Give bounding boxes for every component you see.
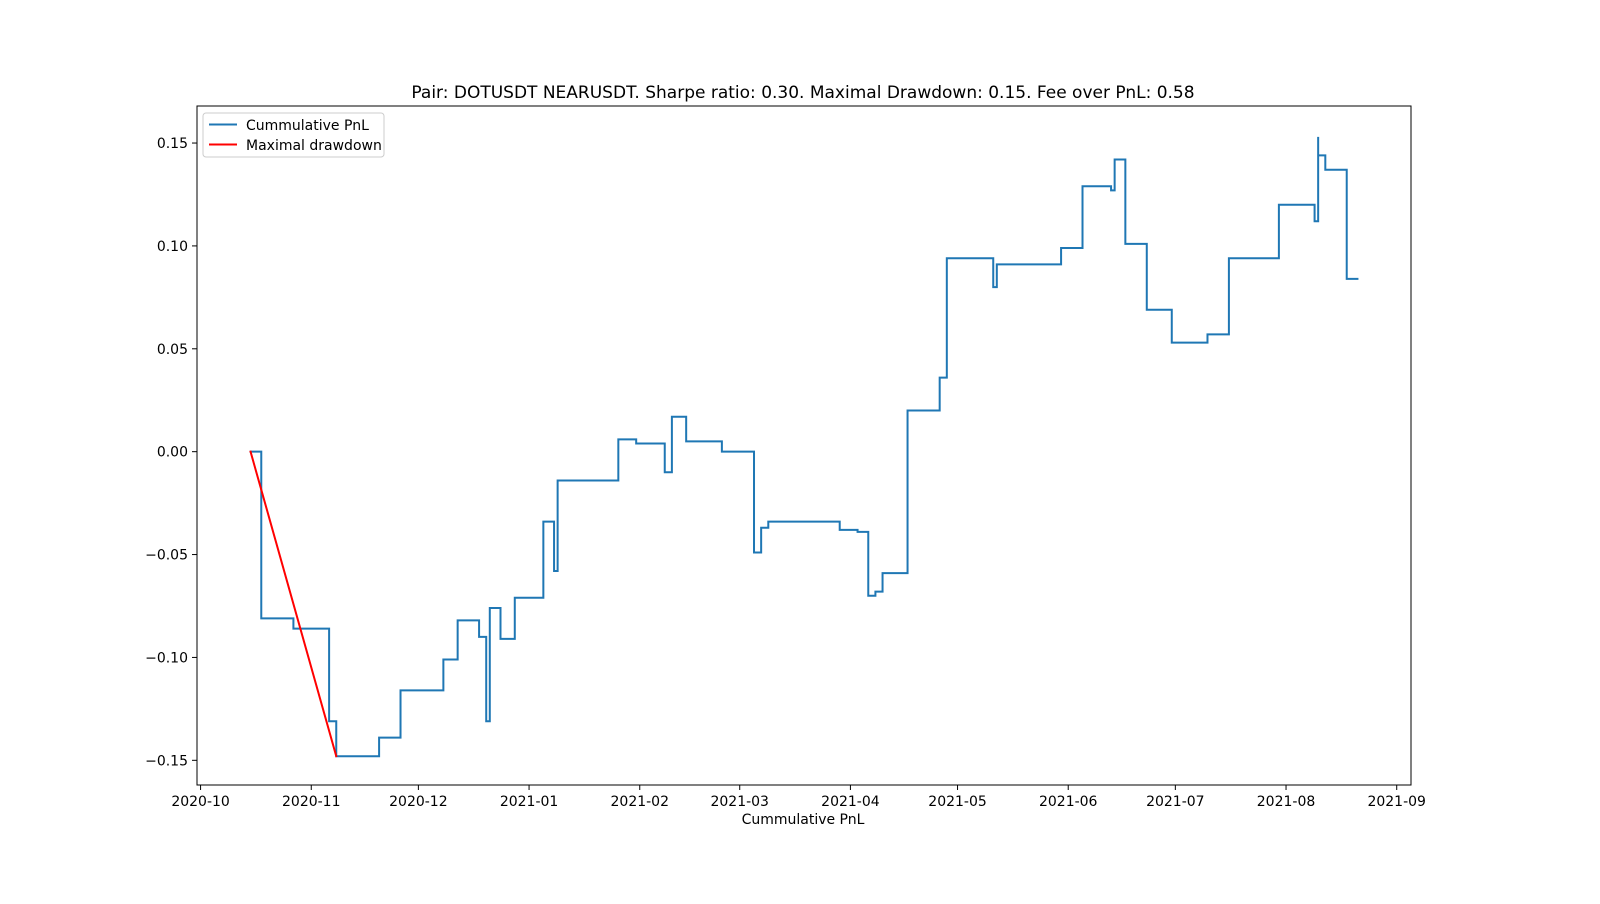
x-axis-label: Cummulative PnL xyxy=(742,812,865,828)
x-axis: 2020-10 2020-11 2020-12 2021-01 2021-02 2021-… xyxy=(171,785,1426,810)
y-axis: −0.15 −0.10 −0.05 0.00 0.05 0.10 0.15 xyxy=(145,136,197,769)
legend-label-maximal-drawdown: Maximal drawdown xyxy=(246,138,382,154)
plot-area xyxy=(249,136,1359,758)
plot-frame xyxy=(196,105,1412,786)
y-tick-label: −0.05 xyxy=(145,548,188,564)
series-line-maximal-drawdown xyxy=(249,450,338,758)
y-tick-label: 0.00 xyxy=(157,445,188,461)
x-tick-label: 2021-06 xyxy=(1039,794,1098,810)
series-layer xyxy=(249,136,1359,758)
x-tick-label: 2021-04 xyxy=(821,794,880,810)
x-tick-label: 2021-02 xyxy=(611,794,670,810)
x-tick-label: 2021-01 xyxy=(500,794,559,810)
chart-title: Pair: DOTUSDT NEARUSDT. Sharpe ratio: 0.… xyxy=(411,83,1194,103)
x-tick-label: 2020-12 xyxy=(389,794,448,810)
series-line-cummulative-pnl xyxy=(249,136,1359,758)
legend-label-cummulative-pnl: Cummulative PnL xyxy=(246,118,369,134)
y-tick-label: 0.15 xyxy=(157,136,188,152)
x-tick-label: 2021-07 xyxy=(1146,794,1205,810)
legend-box xyxy=(202,112,385,158)
x-tick-label: 2021-03 xyxy=(710,794,769,810)
x-tick-label: 2021-09 xyxy=(1367,794,1426,810)
y-tick-label: −0.15 xyxy=(145,753,188,769)
y-tick-label: −0.10 xyxy=(145,650,188,666)
x-tick-label: 2020-11 xyxy=(282,794,341,810)
x-tick-label: 2021-05 xyxy=(928,794,987,810)
legend: Cummulative PnL Maximal drawdown xyxy=(202,112,385,158)
x-tick-label: 2020-10 xyxy=(171,794,230,810)
y-tick-label: 0.05 xyxy=(157,342,188,358)
y-tick-label: 0.10 xyxy=(157,239,188,255)
x-tick-label: 2021-08 xyxy=(1257,794,1316,810)
